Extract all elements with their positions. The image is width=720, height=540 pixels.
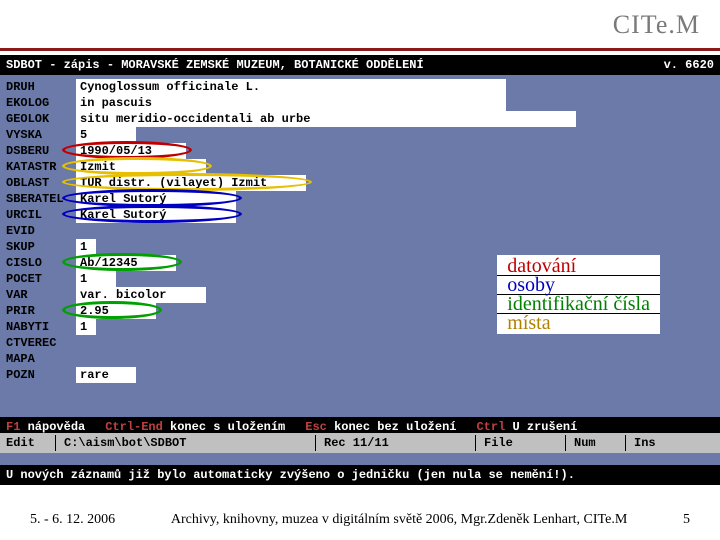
status-line: Edit C:\aism\bot\SDBOT Rec 11/11 File Nu…	[0, 433, 720, 453]
status-file: File	[476, 435, 566, 451]
field-value[interactable]: Ab/12345	[76, 255, 176, 271]
form-row: SKUP1	[6, 239, 720, 255]
field-label: EVID	[6, 223, 76, 239]
titlebar: SDBOT - zápis - MORAVSKÉ ZEMSKÉ MUZEUM, …	[0, 55, 720, 75]
field-value[interactable]: situ meridio-occidentali ab urbe	[76, 111, 576, 127]
form-row: VYSKA5	[6, 127, 720, 143]
form-row: SBERATELKarel Sutorý	[6, 191, 720, 207]
form-row: POZNrare	[6, 367, 720, 383]
title-left: SDBOT - zápis - MORAVSKÉ ZEMSKÉ MUZEUM, …	[6, 57, 424, 73]
field-label: CISLO	[6, 255, 76, 271]
field-label: SKUP	[6, 239, 76, 255]
form-row: CTVEREC	[6, 335, 720, 351]
title-right: v. 6620	[664, 57, 714, 73]
slide-footer: 5. - 6. 12. 2006 Archivy, knihovny, muze…	[0, 512, 720, 528]
field-label: VYSKA	[6, 127, 76, 143]
legend-item: místa	[497, 314, 660, 332]
status-rec: Rec 11/11	[316, 435, 476, 451]
status-edit: Edit	[6, 435, 56, 451]
field-label: DRUH	[6, 79, 76, 95]
field-label: GEOLOK	[6, 111, 76, 127]
field-label: POZN	[6, 367, 76, 383]
status-ins: Ins	[626, 435, 664, 451]
form-row: GEOLOKsitu meridio-occidentali ab urbe	[6, 111, 720, 127]
field-label: URCIL	[6, 207, 76, 223]
field-label: SBERATEL	[6, 191, 76, 207]
field-value[interactable]: Izmit	[76, 159, 206, 175]
field-value[interactable]: rare	[76, 367, 136, 383]
form-row: KATASTRIzmit	[6, 159, 720, 175]
field-value[interactable]: in pascuis	[76, 95, 506, 111]
form-row: EKOLOGin pascuis	[6, 95, 720, 111]
field-value[interactable]: 1990/05/13	[76, 143, 186, 159]
field-label: OBLAST	[6, 175, 76, 191]
field-value[interactable]: Karel Sutorý	[76, 207, 236, 223]
field-label: PRIR	[6, 303, 76, 319]
field-label: POCET	[6, 271, 76, 287]
header-divider	[0, 48, 720, 51]
field-label: NABYTI	[6, 319, 76, 335]
field-label: DSBERU	[6, 143, 76, 159]
logo: CITe.M	[613, 10, 700, 40]
form-row: URCILKarel Sutorý	[6, 207, 720, 223]
field-label: EKOLOG	[6, 95, 76, 111]
footer-page: 5	[683, 512, 690, 528]
field-value[interactable]: var. bicolor	[76, 287, 206, 303]
form-row: DSBERU1990/05/13	[6, 143, 720, 159]
field-value[interactable]: 2.95	[76, 303, 156, 319]
field-value[interactable]: Cynoglossum officinale L.	[76, 79, 506, 95]
form-row: DRUHCynoglossum officinale L.	[6, 79, 720, 95]
message-line: U nových záznamů již bylo automaticky zv…	[0, 465, 720, 485]
field-label: VAR	[6, 287, 76, 303]
field-value[interactable]: 5	[76, 127, 136, 143]
field-label: KATASTR	[6, 159, 76, 175]
field-value[interactable]: Karel Sutorý	[76, 191, 236, 207]
form-row: MAPA	[6, 351, 720, 367]
footer-date: 5. - 6. 12. 2006	[30, 512, 115, 528]
field-value[interactable]: 1	[76, 319, 96, 335]
form-row: OBLASTTUR distr. (vilayet) Izmit	[6, 175, 720, 191]
field-value[interactable]: 1	[76, 239, 96, 255]
form-row: EVID	[6, 223, 720, 239]
legend-box: datováníosobyidentifikační číslamísta	[497, 255, 660, 334]
dos-screen: SDBOT - zápis - MORAVSKÉ ZEMSKÉ MUZEUM, …	[0, 55, 720, 485]
footer-center: Archivy, knihovny, muzea v digitálním sv…	[171, 512, 627, 528]
status-num: Num	[566, 435, 626, 451]
field-value[interactable]: TUR distr. (vilayet) Izmit	[76, 175, 306, 191]
form-area: DRUHCynoglossum officinale L.EKOLOGin pa…	[0, 75, 720, 383]
field-label: MAPA	[6, 351, 76, 367]
status-path: C:\aism\bot\SDBOT	[56, 435, 316, 451]
field-label: CTVEREC	[6, 335, 76, 351]
field-value[interactable]: 1	[76, 271, 116, 287]
